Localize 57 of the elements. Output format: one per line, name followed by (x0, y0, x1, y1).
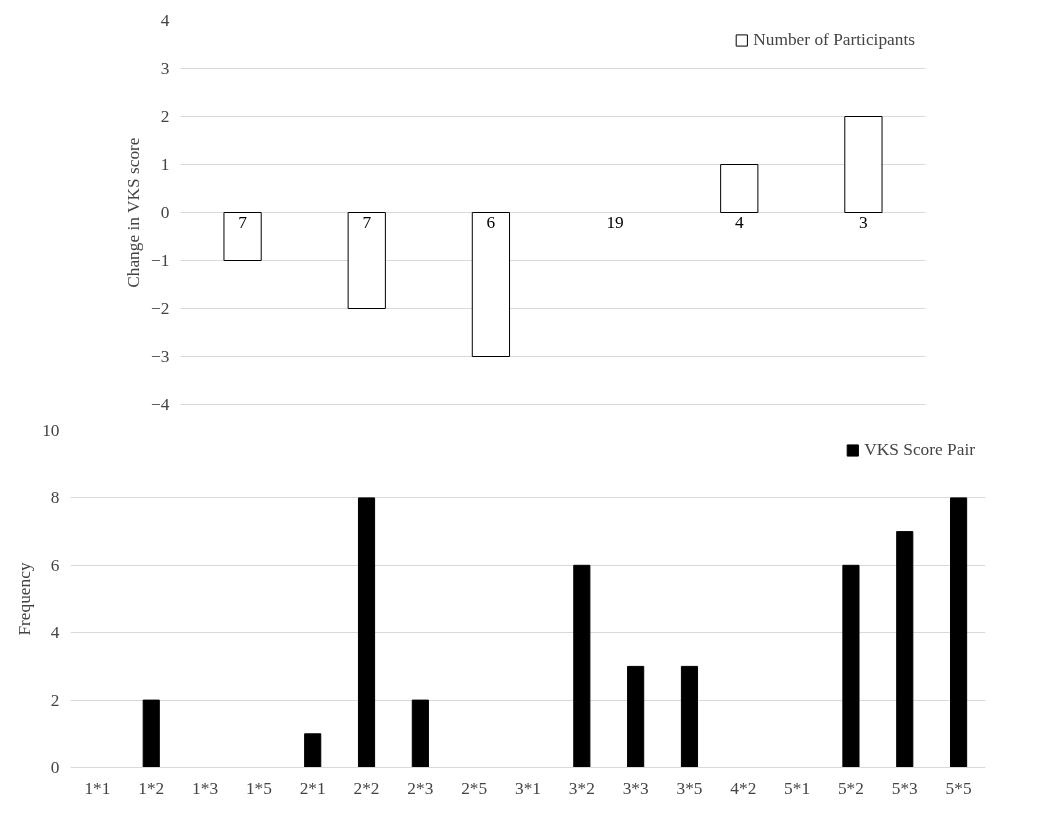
bar (573, 564, 591, 768)
bar (304, 733, 322, 768)
bar (680, 665, 699, 768)
bar (844, 116, 883, 213)
y-tick-label: 2 (160, 107, 170, 126)
y-tick-label: 1 (160, 155, 170, 174)
y-axis-title: Frequency (15, 562, 35, 636)
bar (223, 212, 262, 261)
bar (142, 699, 160, 768)
x-tick-label: 3*5 (676, 778, 703, 798)
bar (627, 665, 645, 768)
y-tick-label: 0 (160, 203, 170, 222)
annotation: 19 (606, 212, 624, 232)
x-tick-label: 3*1 (515, 778, 541, 798)
y-tick-label: 0 (50, 758, 60, 777)
y-tick-label: 3 (160, 59, 170, 78)
bar (347, 212, 386, 309)
bar (720, 164, 759, 213)
y-axis-title: Change in VKS score (124, 137, 144, 288)
annotation: 3 (859, 212, 868, 232)
x-tick-label: 2*3 (407, 778, 434, 798)
x-tick-label: 2*1 (299, 778, 326, 798)
x-tick-label: 1*3 (192, 778, 219, 798)
annotation: 4 (734, 212, 744, 232)
y-tick-label: −4 (151, 395, 170, 414)
y-tick-label: 6 (50, 555, 60, 575)
annotation: 7 (238, 212, 248, 232)
annotation: 7 (362, 212, 372, 232)
x-tick-label: 4*2 (730, 778, 757, 798)
y-tick-label: −2 (151, 299, 170, 318)
annotation: 6 (486, 212, 496, 232)
x-tick-label: 1*1 (84, 778, 111, 798)
y-tick-label: 8 (50, 488, 60, 508)
x-tick-label: 1*2 (138, 778, 165, 798)
y-tick-label: 4 (50, 623, 60, 643)
x-tick-label: 5*1 (784, 778, 811, 798)
y-tick-label: 4 (160, 11, 170, 30)
bar (950, 497, 968, 768)
x-tick-label: 2*2 (353, 778, 380, 798)
x-tick-label: 3*2 (568, 778, 595, 798)
x-tick-label: 2*5 (461, 778, 488, 798)
bar (357, 497, 376, 768)
bar (896, 531, 914, 768)
bar (842, 564, 860, 768)
x-tick-label: 5*3 (891, 778, 918, 798)
x-tick-label: 1*5 (245, 778, 272, 798)
x-tick-label: 5*5 (945, 778, 972, 798)
legend-label: Number of Participants (753, 30, 915, 50)
bar (471, 212, 511, 357)
y-tick-label: 10 (42, 421, 60, 440)
bar (411, 699, 429, 768)
x-tick-label: 5*2 (837, 778, 864, 798)
legend-label: VKS Score Pair (864, 440, 975, 460)
x-tick-label: 3*3 (622, 778, 649, 798)
y-tick-label: 2 (50, 690, 60, 710)
y-tick-label: −1 (151, 251, 170, 270)
y-tick-label: −3 (151, 347, 170, 366)
